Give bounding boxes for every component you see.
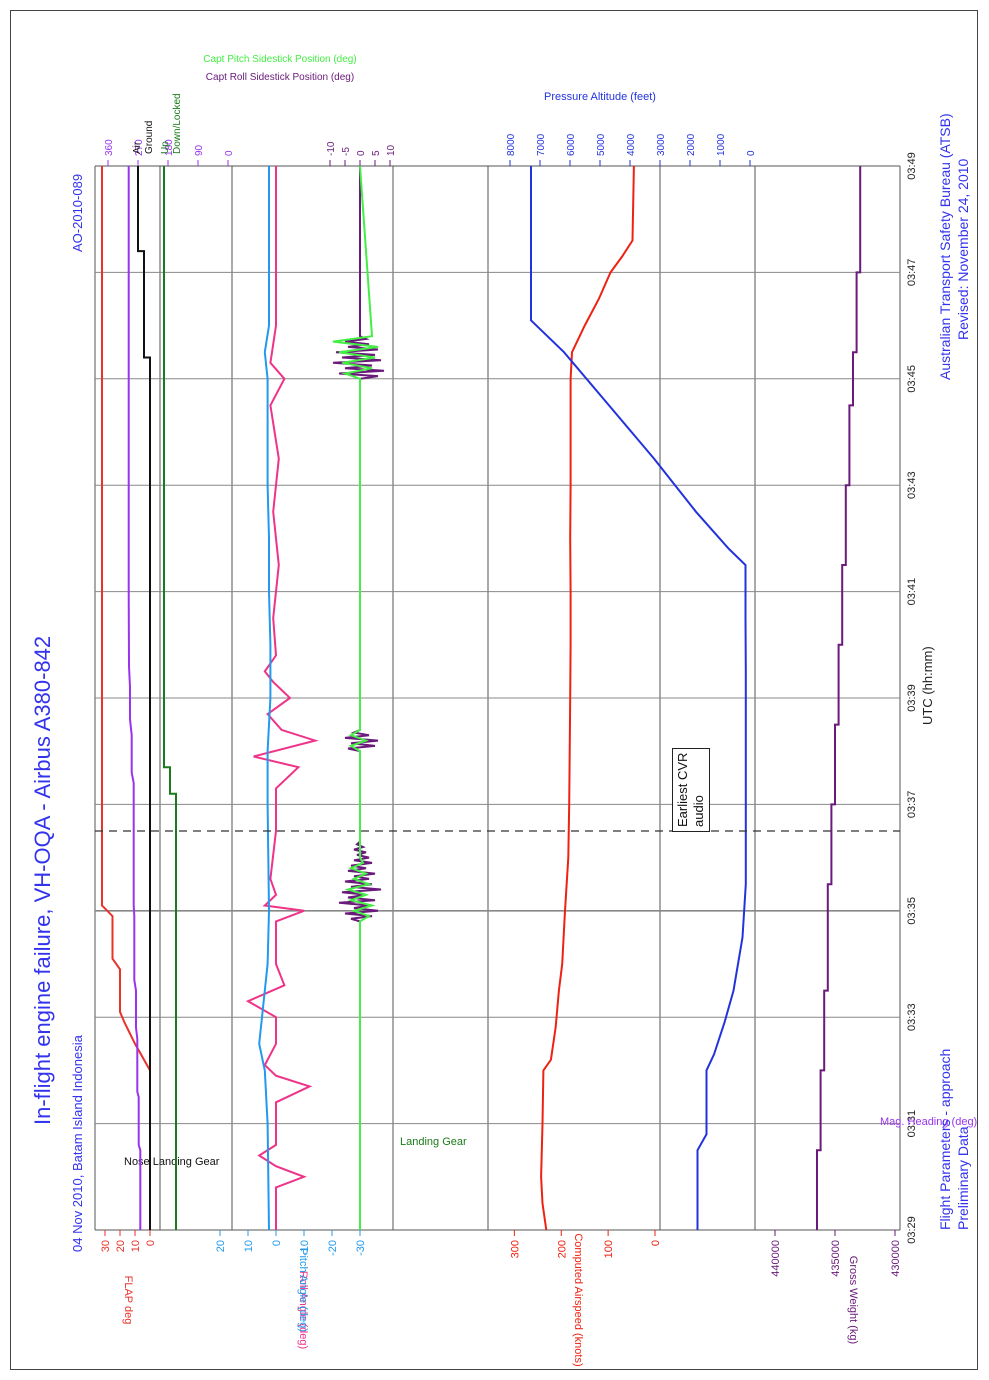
- landing-gear-label: Landing Gear: [400, 1136, 467, 1148]
- landing-gear-series: [163, 166, 177, 1230]
- x-tick-label: 03:47: [906, 259, 918, 287]
- heading-axis-tick-label: 90: [194, 144, 205, 156]
- altitude-axis-tick-label: 8000: [506, 133, 517, 156]
- flap-axis-tick-label: 0: [145, 1240, 157, 1246]
- sidestick-axis-tick-label: -10: [326, 141, 337, 156]
- flap-axis-label: FLAP deg: [122, 1276, 134, 1325]
- x-axis-label: UTC (hh:mm): [920, 646, 935, 725]
- pitch-stick-axis-label: Capt Pitch Sidestick Position (deg): [203, 54, 356, 65]
- flap-axis-tick-label: 20: [115, 1240, 127, 1252]
- heading-axis-tick-label: 0: [224, 150, 235, 156]
- pitch-stick-series: [332, 165, 379, 1230]
- roll-pitch-axis-tick-label: 10: [243, 1240, 255, 1252]
- nose-gear-label: Nose Landing Gear: [124, 1156, 220, 1168]
- x-tick-label: 03:33: [906, 1003, 918, 1031]
- altitude-axis-tick-label: 1000: [716, 133, 727, 156]
- weight-axis-tick-label: 440000: [770, 1240, 782, 1277]
- report-id: AO-2010-089: [70, 173, 85, 252]
- roll-pitch-axis-tick-label: -30: [355, 1240, 367, 1256]
- footer-left-line2: Preliminary Data: [955, 1126, 971, 1230]
- x-tick-label: 03:43: [906, 471, 918, 499]
- x-tick-label: 03:29: [906, 1216, 918, 1244]
- x-tick-label: 03:35: [906, 897, 918, 925]
- x-tick-label: 03:41: [906, 578, 918, 606]
- roll-pitch-axis-tick-label: -10: [299, 1240, 311, 1256]
- gear-ground-label: Ground: [144, 121, 155, 154]
- flap-axis-tick-label: 10: [130, 1240, 142, 1252]
- roll-pitch-axis-tick-label: 0: [271, 1240, 283, 1246]
- chart-subtitle: 04 Nov 2010, Batam Island Indonesia: [70, 1035, 85, 1252]
- gear-air-label: Air: [132, 141, 143, 154]
- weight-axis-label: Gross Weight (kg): [847, 1256, 859, 1344]
- chart-frame: [10, 10, 978, 1370]
- chart-title: In-flight engine failure, VH-OQA - Airbu…: [30, 635, 55, 1125]
- heading-axis-tick-label: 270: [134, 139, 145, 156]
- footer-right-line2: Revised: November 24, 2010: [955, 158, 971, 340]
- gear-up-label: Up: [160, 141, 171, 154]
- airspeed-series: [540, 165, 635, 1231]
- airspeed-axis-tick-label: 100: [603, 1240, 615, 1258]
- gear-down-label: Down/Locked: [172, 93, 183, 154]
- chart-grid: [94, 165, 901, 1231]
- pitch-series: [258, 166, 272, 1231]
- flap-axis-tick-label: 30: [100, 1240, 112, 1252]
- chart-series: [101, 165, 862, 1231]
- x-tick-label: 03:45: [906, 365, 918, 393]
- flap-series: [101, 166, 151, 1230]
- weight-series: [816, 166, 862, 1230]
- sidestick-axis-tick-label: 10: [386, 144, 397, 156]
- x-tick-label: 03:31: [906, 1110, 918, 1138]
- airspeed-axis-tick-label: 200: [556, 1240, 568, 1258]
- airspeed-axis-label: Computed Airspeed (knots): [572, 1233, 584, 1366]
- airspeed-axis-tick-label: 300: [509, 1240, 521, 1258]
- sidestick-axis-tick-label: 0: [356, 150, 367, 156]
- cvr-annotation-line1: Earliest CVR: [675, 752, 690, 827]
- altitude-axis-tick-label: 2000: [686, 133, 697, 156]
- heading-axis-tick-label: 360: [104, 139, 115, 156]
- roll-series: [245, 166, 319, 1230]
- weight-axis-tick-label: 435000: [830, 1240, 842, 1277]
- footer-left-line1: Flight Parameters - approach: [937, 1048, 953, 1230]
- x-tick-label: 03:49: [906, 152, 918, 180]
- altitude-axis-tick-label: 7000: [536, 133, 547, 156]
- sidestick-axis-tick-label: 5: [371, 150, 382, 156]
- pitch-axis-label: Pitch Angle (deg): [297, 1248, 309, 1332]
- cvr-annotation-line2: audio: [691, 795, 706, 827]
- roll-stick-axis-label: Capt Roll Sidestick Position (deg): [206, 72, 354, 83]
- airspeed-axis-tick-label: 0: [650, 1240, 662, 1246]
- altitude-axis-label: Pressure Altitude (feet): [544, 91, 656, 103]
- chart-axes: 03:29 03:31 03:33 03:35 03:37 03:39 03:41 03:43…: [100, 54, 977, 1367]
- roll-pitch-axis-tick-label: -20: [327, 1240, 339, 1256]
- cvr-annotation-box: Earliest CVR audio: [672, 747, 710, 832]
- x-tick-label: 03:39: [906, 684, 918, 712]
- footer-right-line1: Australian Transport Safety Bureau (ATSB…: [937, 113, 953, 380]
- roll-axis-label: Roll Angle (deg): [297, 1271, 309, 1349]
- x-tick-label: 03:37: [906, 791, 918, 819]
- altitude-series: [530, 166, 747, 1230]
- heading-label: Mag. Heading (deg): [880, 1116, 977, 1128]
- nose-gear-series: [137, 166, 151, 1230]
- altitude-axis-tick-label: 6000: [566, 133, 577, 156]
- altitude-axis-tick-label: 0: [746, 150, 757, 156]
- sidestick-axis-tick-label: -5: [341, 147, 352, 156]
- roll-pitch-axis-tick-label: 20: [215, 1240, 227, 1252]
- heading-axis-tick-label: 180: [164, 139, 175, 156]
- altitude-axis-tick-label: 5000: [596, 133, 607, 156]
- altitude-axis-tick-label: 4000: [626, 133, 637, 156]
- altitude-axis-tick-label: 3000: [656, 133, 667, 156]
- heading-series: [127, 166, 142, 1230]
- weight-axis-tick-label: 430000: [890, 1240, 902, 1277]
